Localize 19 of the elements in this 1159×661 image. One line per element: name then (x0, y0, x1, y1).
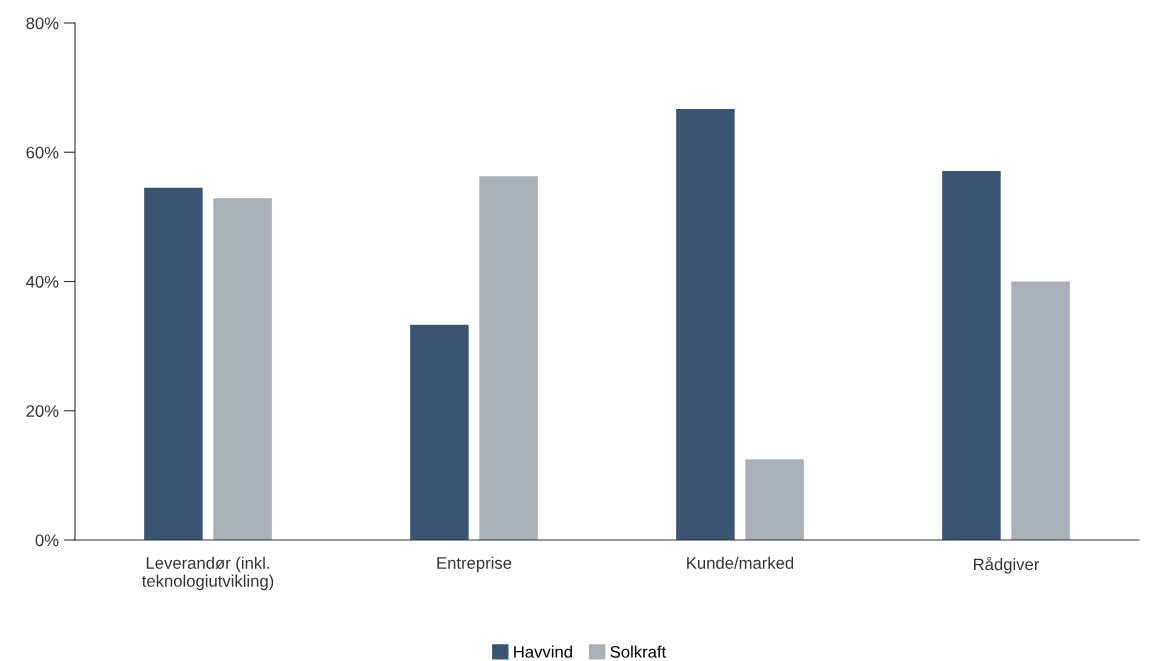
bar (479, 176, 538, 540)
x-tick-label: Entreprise (437, 556, 512, 573)
bar (745, 459, 804, 540)
bar (213, 198, 272, 540)
x-tick-label: Kunde/marked (687, 556, 794, 569)
legend-label: Solkraft (610, 645, 667, 658)
bar (410, 324, 469, 540)
x-tick-label: Rådgiver (974, 556, 1040, 574)
y-tick-label: 80% (26, 17, 59, 30)
bar (942, 170, 1001, 540)
legend-label: Havvind (514, 645, 572, 658)
bar (676, 108, 735, 540)
y-tick-label: 60% (26, 146, 59, 159)
x-tick-label: Leverandør (inkl. teknologiutvikling) (142, 556, 274, 591)
y-tick-label: 40% (26, 275, 59, 288)
bar (144, 187, 203, 540)
y-tick-label: 0% (35, 534, 59, 547)
y-tick-label: 20% (26, 405, 59, 417)
bar (1011, 281, 1070, 540)
